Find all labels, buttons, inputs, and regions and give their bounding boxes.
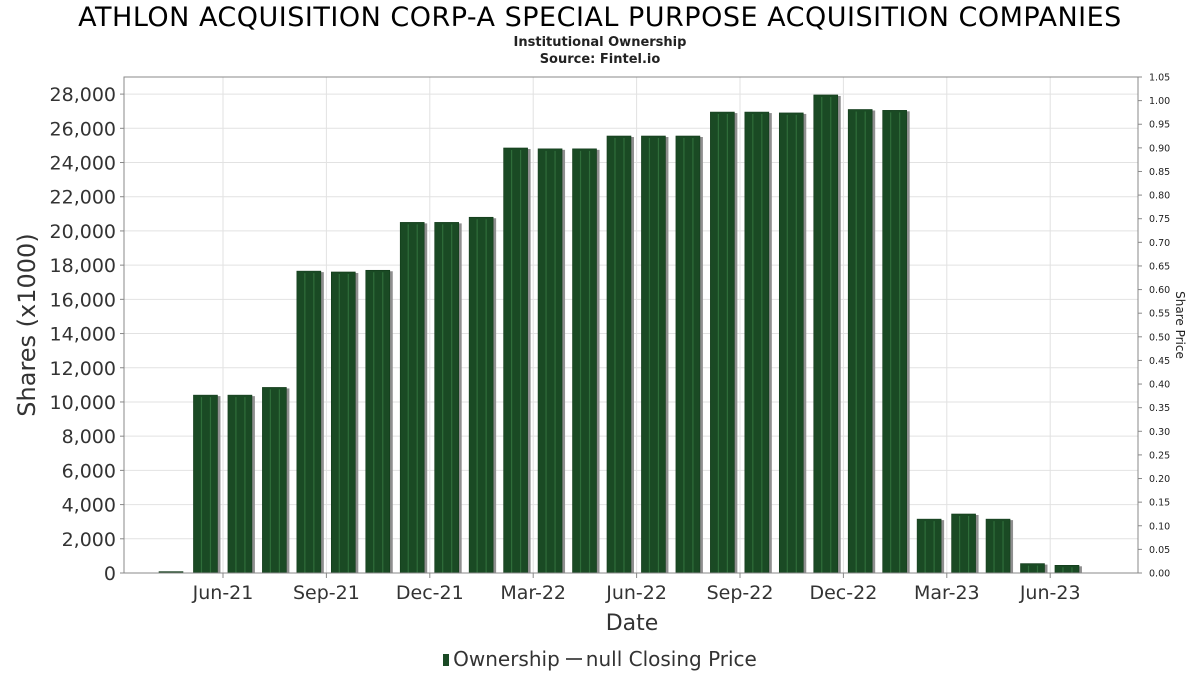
y2-tick-label: 0.85 (1149, 167, 1170, 178)
x-tick-label: Sep-21 (293, 582, 360, 604)
ownership-bar (537, 148, 563, 574)
x-tick-label: Dec-22 (809, 582, 877, 604)
ownership-bar (227, 394, 253, 574)
ownership-bar (193, 394, 218, 574)
y2-axis-label: Share Price (1173, 291, 1187, 359)
y2-tick-label: 0.95 (1149, 120, 1170, 131)
ownership-bar (710, 111, 735, 574)
x-tick-label: Jun-23 (1019, 582, 1081, 604)
y-tick-label: 6,000 (62, 460, 116, 482)
ownership-chart: 0 2,000 4,000 6,000 8,000 10,000 12,000 14,000 1… (13, 73, 1187, 637)
x-tick-label: Jun-22 (605, 582, 667, 604)
x-axis-label: Date (606, 611, 659, 636)
ownership-bar (778, 112, 804, 574)
y-tick-label: 28,000 (50, 84, 116, 106)
ownership-bar (572, 148, 597, 574)
y2-tick-label: 0.60 (1149, 285, 1170, 296)
x-tick-label: Dec-21 (396, 582, 464, 604)
y2-tick-label: 0.05 (1149, 545, 1170, 556)
y2-tick-label: 0.70 (1149, 238, 1170, 249)
ownership-bar (813, 94, 839, 574)
y-tick-label: 24,000 (50, 153, 116, 175)
y-tick-label: 12,000 (50, 358, 116, 380)
x-tick-label: Jun-21 (192, 582, 254, 604)
ownership-bar (882, 110, 907, 574)
chart-subtitle: Institutional Ownership (513, 35, 687, 50)
y2-tick-label: 1.05 (1149, 73, 1170, 84)
chart-title: ATHLON ACQUISITION CORP-A SPECIAL PURPOS… (78, 2, 1122, 33)
y2-tick-label: 0.40 (1149, 380, 1170, 391)
y-tick-label: 10,000 (50, 392, 116, 414)
y-tick-label: 18,000 (50, 255, 116, 277)
y2-tick-label: 0.90 (1149, 143, 1170, 154)
y-tick-label: 0 (104, 563, 116, 585)
y2-tick-label: 1.00 (1149, 96, 1170, 107)
ownership-bar (434, 222, 459, 574)
chart-source: Source: Fintel.io (539, 52, 661, 67)
y2-tick-label: 0.20 (1149, 474, 1170, 485)
y2-tick-label: 0.10 (1149, 521, 1170, 532)
y-tick-label: 8,000 (62, 426, 116, 448)
y-tick-label: 26,000 (50, 118, 116, 140)
y-tick-label: 22,000 (50, 187, 116, 209)
chart-legend: Ownership null Closing Price (0, 647, 1200, 671)
y2-tick-label: 0.80 (1149, 191, 1170, 202)
x-tick-label: Mar-22 (500, 582, 566, 604)
ownership-bar (916, 518, 942, 574)
ownership-legend-label: Ownership (453, 647, 560, 671)
y-tick-label: 2,000 (62, 529, 116, 551)
y2-tick-label: 0.25 (1149, 450, 1170, 461)
y-tick-label: 4,000 (62, 495, 116, 517)
x-tick-label: Mar-23 (914, 582, 980, 604)
y2-tick-label: 0.75 (1149, 214, 1170, 225)
ownership-bar (330, 271, 356, 574)
ownership-bar (641, 135, 666, 574)
ownership-bar (1020, 563, 1045, 574)
ownership-bar (1054, 565, 1080, 574)
y2-tick-label: 0.30 (1149, 427, 1170, 438)
ownership-bar (365, 269, 391, 574)
y-tick-label: 20,000 (50, 221, 116, 243)
plot-frame (123, 76, 1139, 574)
y2-tick-label: 0.45 (1149, 356, 1170, 367)
y2-tick-label: 0.35 (1149, 403, 1170, 414)
price-legend-line (565, 658, 582, 660)
bar-series (158, 94, 1082, 574)
y-axis-ticks: 0 2,000 4,000 6,000 8,000 10,000 12,000 14,000 1… (50, 84, 124, 585)
ownership-bar (985, 518, 1011, 574)
ownership-bar (296, 270, 322, 574)
y-tick-label: 16,000 (50, 289, 116, 311)
ownership-bar (744, 111, 770, 574)
ownership-bar (847, 109, 873, 574)
x-tick-label: Sep-22 (707, 582, 774, 604)
y2-tick-label: 0.00 (1149, 569, 1170, 580)
y2-axis-ticks: 0.00 0.05 0.10 0.15 0.20 0.25 0.30 0.35 0.40 0.45… (1138, 73, 1170, 580)
x-axis-ticks: Jun-21 Sep-21 Dec-21 Mar-22 Jun-22 Sep-22 Dec-… (192, 573, 1081, 604)
ownership-legend-swatch (443, 654, 450, 666)
ownership-bar (503, 147, 528, 574)
ownership-bar (675, 135, 701, 574)
y2-tick-label: 0.15 (1149, 498, 1170, 509)
y-tick-label: 14,000 (50, 324, 116, 346)
ownership-bar (399, 222, 425, 574)
y2-tick-label: 0.65 (1149, 261, 1170, 272)
ownership-bar (951, 513, 976, 574)
ownership-bar (468, 216, 494, 574)
y2-tick-label: 0.50 (1149, 332, 1170, 343)
y-axis-label: Shares (x1000) (13, 233, 41, 416)
price-legend-label: null Closing Price (585, 647, 757, 671)
ownership-bar (262, 387, 287, 574)
y2-tick-label: 0.55 (1149, 309, 1170, 320)
ownership-bar (606, 135, 632, 574)
